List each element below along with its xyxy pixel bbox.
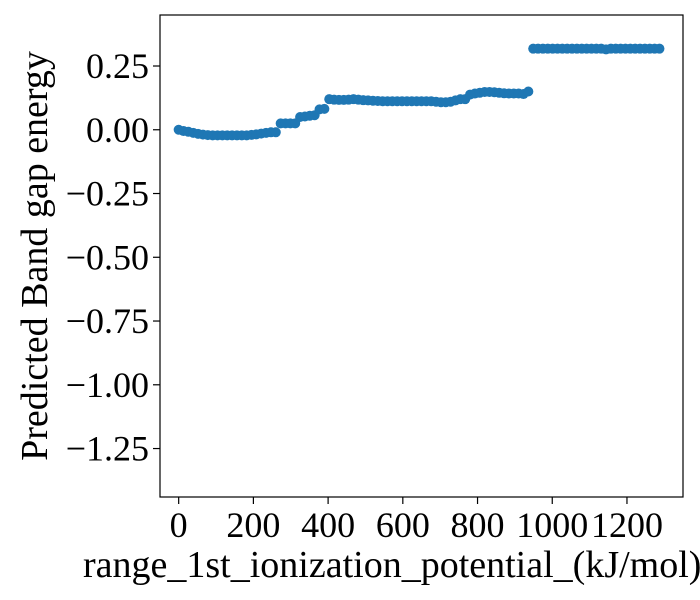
data-point — [270, 127, 281, 138]
data-points — [173, 43, 665, 141]
x-tick-label: 0 — [170, 505, 188, 545]
x-tick-label: 200 — [226, 505, 280, 545]
y-tick-label: −0.50 — [66, 237, 149, 277]
x-tick-label: 400 — [301, 505, 355, 545]
x-tick-label: 1000 — [516, 505, 588, 545]
data-point — [523, 86, 534, 97]
x-tick-label: 1200 — [591, 505, 663, 545]
plot-frame — [159, 14, 684, 498]
y-tick-label: −0.25 — [66, 174, 149, 214]
data-point — [654, 43, 665, 54]
y-tick-label: 0.25 — [86, 46, 149, 86]
x-tick-label: 600 — [376, 505, 430, 545]
y-axis-ticks: 0.25 0.00 −0.25 −0.50 −0.75 −1.00 −1.25 — [66, 46, 160, 469]
y-axis-label: Predicted Band gap energy — [14, 51, 56, 461]
data-point — [319, 103, 330, 114]
x-axis-label: range_1st_ionization_potential_(kJ/mol) — [83, 544, 700, 586]
x-axis-ticks: 0 200 400 600 800 1000 1200 — [170, 497, 663, 545]
y-tick-label: −1.25 — [66, 429, 149, 469]
y-tick-label: −1.00 — [66, 365, 149, 405]
y-tick-label: 0.00 — [86, 110, 149, 150]
y-tick-label: −0.75 — [66, 301, 149, 341]
x-tick-label: 800 — [451, 505, 505, 545]
